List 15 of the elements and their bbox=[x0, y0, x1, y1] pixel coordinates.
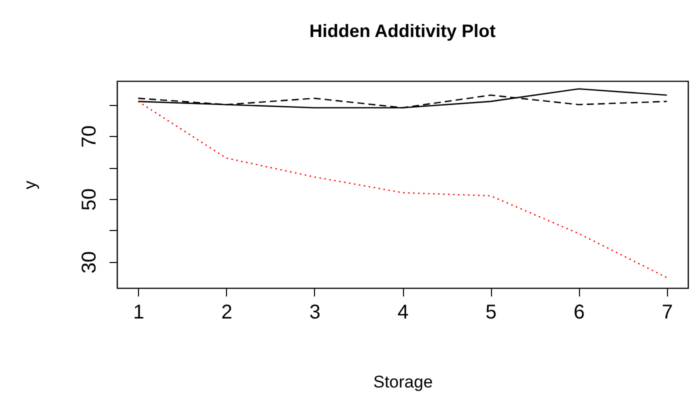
line-series bbox=[138, 88, 668, 108]
y-axis-title: y bbox=[20, 180, 40, 190]
chart-title: Hidden Additivity Plot bbox=[309, 21, 496, 41]
line-series bbox=[138, 100, 668, 278]
x-tick-label: 2 bbox=[221, 302, 232, 324]
x-axis-title: Storage bbox=[373, 372, 433, 392]
x-tick-label: 3 bbox=[309, 302, 320, 324]
x-tick-label: 6 bbox=[574, 302, 585, 324]
x-tick-label: 5 bbox=[486, 302, 497, 324]
y-tick-label: 70 bbox=[78, 125, 100, 148]
x-tick-label: 4 bbox=[397, 302, 409, 324]
y-tick-label: 50 bbox=[78, 188, 100, 211]
x-tick-label: 1 bbox=[133, 302, 144, 324]
x-tick-label: 7 bbox=[662, 302, 673, 324]
y-tick-label: 30 bbox=[78, 251, 100, 274]
